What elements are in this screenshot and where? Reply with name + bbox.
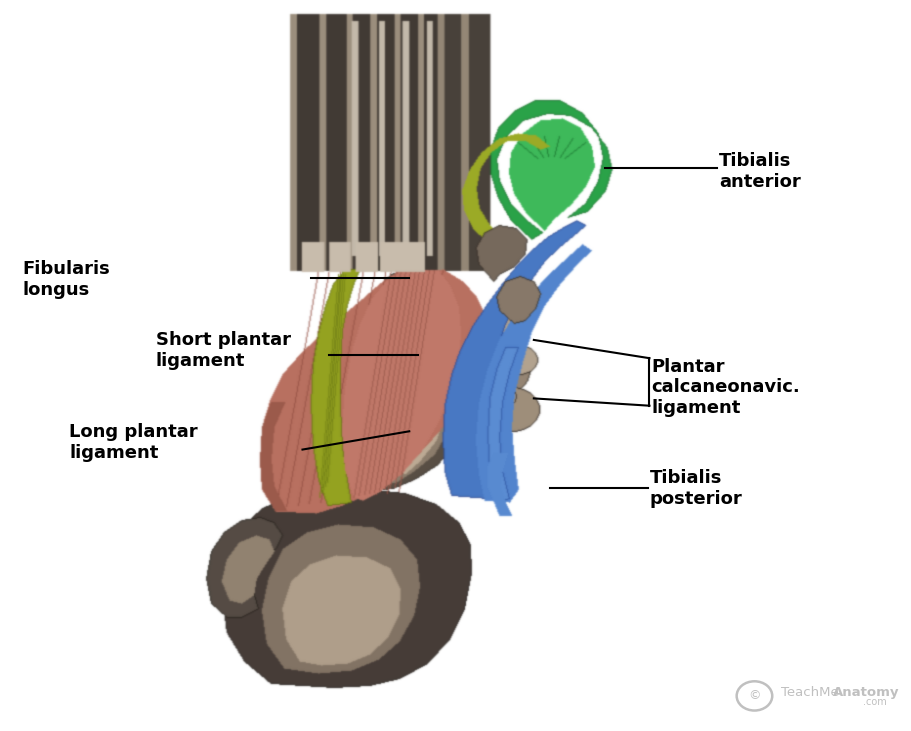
Text: Anatomy: Anatomy: [833, 686, 899, 700]
Text: Tibialis
posterior: Tibialis posterior: [650, 469, 742, 508]
Text: .com: .com: [863, 697, 886, 707]
Text: Short plantar
ligament: Short plantar ligament: [156, 331, 291, 371]
Text: Plantar
calcaneonavic.
ligament: Plantar calcaneonavic. ligament: [651, 357, 800, 417]
Text: ©: ©: [748, 689, 761, 702]
Text: TeachMe: TeachMe: [781, 686, 839, 700]
Text: Fibularis
longus: Fibularis longus: [22, 260, 110, 299]
Text: Long plantar
ligament: Long plantar ligament: [69, 423, 198, 462]
Text: Tibialis
anterior: Tibialis anterior: [719, 152, 801, 192]
